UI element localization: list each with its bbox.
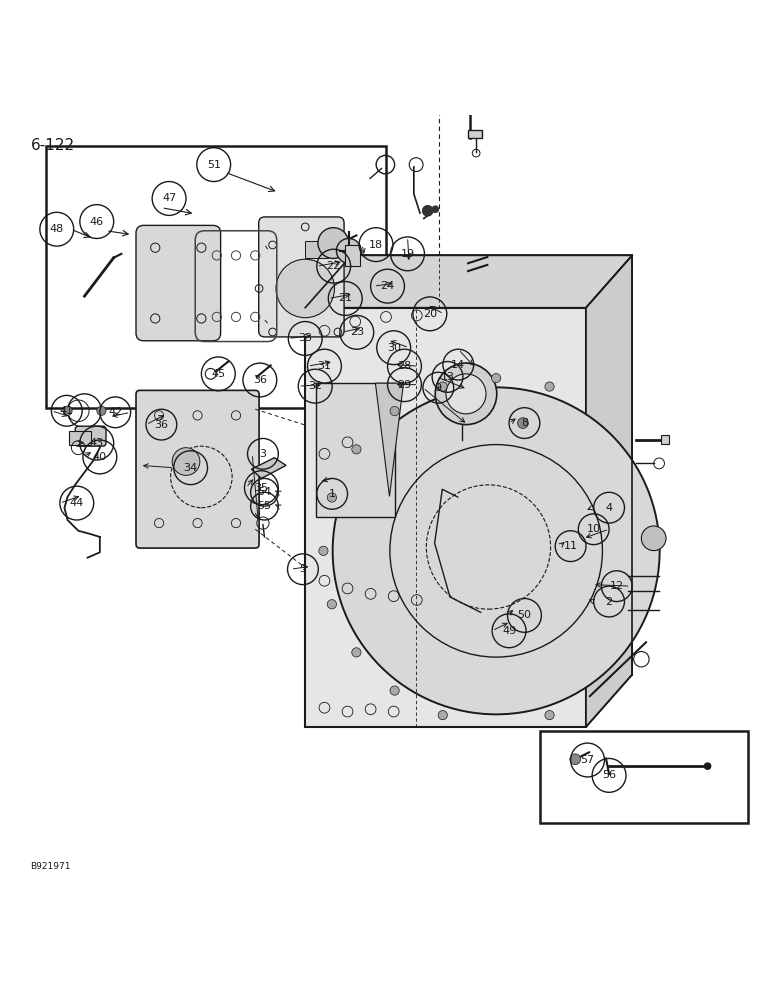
Text: 44: 44 — [69, 498, 84, 508]
Text: 21: 21 — [338, 293, 352, 303]
Text: 20: 20 — [423, 309, 437, 319]
Text: 29: 29 — [398, 380, 411, 390]
Bar — [46, 146, 386, 408]
Circle shape — [492, 374, 501, 383]
FancyBboxPatch shape — [136, 225, 221, 341]
Text: 11: 11 — [564, 541, 577, 551]
Circle shape — [151, 427, 252, 527]
Text: 40: 40 — [93, 452, 107, 462]
Circle shape — [438, 711, 448, 720]
Circle shape — [352, 648, 361, 657]
Text: 28: 28 — [398, 361, 411, 371]
Circle shape — [333, 387, 659, 714]
Text: 14: 14 — [452, 360, 466, 370]
Text: 18: 18 — [369, 240, 383, 250]
Circle shape — [438, 382, 448, 391]
Text: 55: 55 — [258, 501, 272, 511]
Polygon shape — [252, 458, 286, 478]
Text: 41: 41 — [59, 406, 74, 416]
FancyBboxPatch shape — [136, 390, 259, 548]
Circle shape — [517, 418, 528, 428]
Text: 50: 50 — [517, 610, 531, 620]
Text: 24: 24 — [381, 281, 394, 291]
Circle shape — [432, 205, 439, 213]
Circle shape — [327, 600, 337, 609]
Circle shape — [545, 382, 554, 391]
Text: 32: 32 — [308, 381, 322, 391]
FancyBboxPatch shape — [469, 130, 482, 138]
FancyBboxPatch shape — [317, 383, 395, 517]
Circle shape — [390, 406, 399, 416]
Text: 19: 19 — [401, 249, 415, 259]
Text: 36: 36 — [253, 375, 267, 385]
Bar — [305, 308, 586, 727]
Circle shape — [422, 205, 433, 216]
Bar — [540, 731, 747, 823]
Circle shape — [352, 445, 361, 454]
Text: 46: 46 — [90, 217, 104, 227]
Text: 8: 8 — [521, 418, 528, 428]
Circle shape — [319, 546, 328, 555]
Polygon shape — [305, 255, 632, 308]
Text: 22: 22 — [327, 261, 340, 271]
Polygon shape — [266, 226, 336, 328]
Text: 34: 34 — [184, 463, 198, 473]
Text: 2: 2 — [605, 597, 613, 607]
Text: 54: 54 — [257, 487, 272, 497]
Text: 45: 45 — [212, 369, 225, 379]
Text: 13: 13 — [441, 372, 455, 382]
Text: 36: 36 — [154, 420, 168, 430]
Circle shape — [435, 363, 496, 425]
Circle shape — [642, 526, 666, 551]
Circle shape — [327, 493, 337, 502]
Text: 56: 56 — [602, 770, 616, 780]
Text: 49: 49 — [502, 626, 516, 636]
Text: 23: 23 — [350, 327, 364, 337]
Circle shape — [96, 406, 106, 415]
Polygon shape — [375, 383, 404, 496]
Text: 3: 3 — [259, 449, 266, 459]
Circle shape — [63, 406, 72, 415]
Text: 4: 4 — [605, 503, 613, 513]
FancyBboxPatch shape — [662, 435, 669, 444]
Circle shape — [446, 374, 486, 414]
Text: 10: 10 — [587, 524, 601, 534]
FancyBboxPatch shape — [75, 426, 106, 446]
Text: 33: 33 — [298, 333, 312, 343]
Text: 1: 1 — [329, 489, 336, 499]
Circle shape — [172, 448, 200, 475]
FancyBboxPatch shape — [69, 431, 90, 445]
FancyBboxPatch shape — [305, 241, 328, 258]
Text: 9: 9 — [435, 383, 442, 393]
FancyBboxPatch shape — [259, 217, 344, 337]
Text: 48: 48 — [49, 224, 64, 234]
Text: 47: 47 — [162, 193, 176, 203]
Text: 51: 51 — [207, 160, 221, 170]
Text: B921971: B921971 — [31, 862, 71, 871]
Text: 31: 31 — [317, 361, 331, 371]
Circle shape — [545, 711, 554, 720]
Text: 35: 35 — [255, 483, 269, 493]
Text: 42: 42 — [108, 407, 122, 417]
Text: 6-122: 6-122 — [31, 138, 75, 153]
Polygon shape — [586, 255, 632, 727]
Circle shape — [570, 754, 581, 765]
Text: 43: 43 — [90, 438, 104, 448]
Text: 30: 30 — [387, 343, 401, 353]
FancyBboxPatch shape — [344, 245, 360, 266]
Text: 5: 5 — [300, 564, 306, 574]
Text: 12: 12 — [610, 581, 624, 591]
Circle shape — [337, 238, 361, 263]
Circle shape — [390, 686, 399, 695]
Circle shape — [318, 228, 349, 258]
Circle shape — [276, 259, 334, 318]
Text: 57: 57 — [581, 755, 594, 765]
Circle shape — [704, 762, 711, 770]
